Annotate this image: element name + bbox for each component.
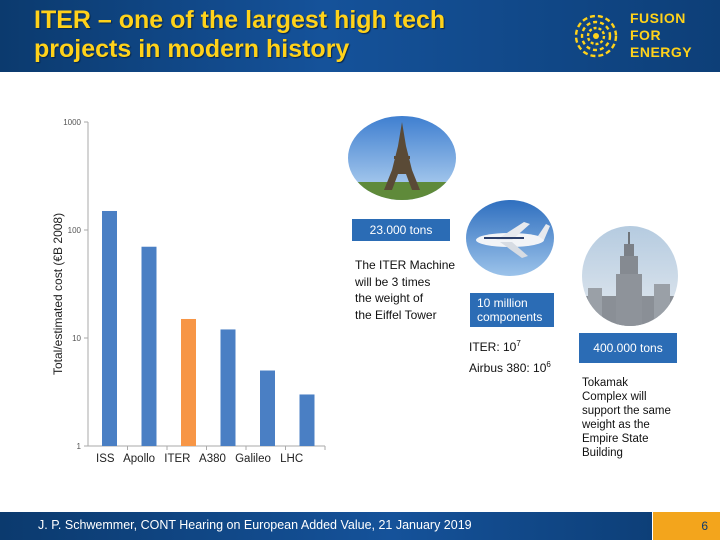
airplane-icon	[466, 200, 554, 276]
eiffel-tons-box: 23.000 tons	[352, 219, 450, 241]
page-number-box: 6	[653, 512, 720, 540]
eiffel-comparison-text: The ITER Machine will be 3 times the wei…	[355, 257, 455, 323]
footer-text: J. P. Schwemmer, CONT Hearing on Europea…	[38, 518, 472, 532]
iter-parts-line: ITER: 107	[469, 335, 551, 356]
eiffel-tower-icon	[348, 116, 456, 200]
bar-iss	[102, 210, 117, 446]
bar-apollo	[141, 246, 157, 446]
slide-title: ITER – one of the largest high tech proj…	[34, 6, 534, 64]
eiffel-text-line2: will be 3 times	[355, 274, 431, 289]
y-axis-label: Total/estimated cost (€B 2008)	[51, 213, 65, 375]
empire-state-photo	[582, 226, 678, 326]
category-label-lhc: LHC	[280, 453, 304, 465]
tokamak-text-line5: Empire State	[582, 433, 649, 445]
airbus-parts-line: Airbus 380: 106	[469, 356, 551, 377]
tokamak-text-line2: Complex will	[582, 391, 647, 403]
y-tick-label: 1000	[63, 118, 81, 127]
footer-bar: J. P. Schwemmer, CONT Hearing on Europea…	[0, 512, 652, 540]
page-number: 6	[701, 519, 708, 533]
category-label-galileo: Galileo	[235, 453, 271, 465]
skyscraper-icon	[582, 226, 678, 326]
slide-title-line2: projects in modern history	[34, 35, 350, 63]
tokamak-text-line1: Tokamak	[582, 377, 629, 389]
components-line2: components	[477, 310, 543, 324]
y-tick-label: 100	[68, 226, 82, 235]
logo-line3: ENERGY	[630, 44, 693, 60]
tokamak-comparison-text: Tokamak Complex will support the same we…	[582, 376, 671, 460]
tokamak-text-line3: support the same	[582, 405, 671, 417]
header-bar: ITER – one of the largest high tech proj…	[0, 0, 720, 72]
bar-lhc	[299, 394, 315, 446]
y-tick-label: 1	[77, 442, 82, 451]
y-axis-label-container: Total/estimated cost (€B 2008)	[48, 120, 68, 390]
parts-count-text: ITER: 107 Airbus 380: 106	[469, 335, 551, 377]
cost-bar-chart: 1000 100 10 1	[63, 118, 326, 451]
empire-tons-box: 400.000 tons	[579, 333, 677, 363]
category-label-iter: ITER	[164, 453, 191, 465]
logo-line1: FUSION	[630, 10, 686, 26]
y-tick-label: 10	[72, 334, 81, 343]
category-label-apollo: Apollo	[123, 453, 156, 465]
eiffel-text-line4: the Eiffel Tower	[355, 307, 437, 322]
fusion-for-energy-logo: FUSION FOR ENERGY	[568, 8, 708, 64]
iter-parts-exponent: 7	[516, 339, 521, 348]
components-box: 10 million components	[470, 293, 554, 327]
airbus-parts-label: Airbus 380: 10	[469, 361, 547, 375]
bar-a380	[220, 329, 236, 446]
logo-text: FUSION FOR ENERGY	[630, 10, 692, 61]
eiffel-text-line3: the weight of	[355, 291, 424, 305]
bar-iter	[181, 318, 196, 446]
category-label-iss: ISS	[96, 453, 115, 465]
airbus-parts-exponent: 6	[546, 360, 551, 369]
eiffel-tons-text: 23.000 tons	[369, 223, 433, 237]
eiffel-text-line1: The ITER Machine	[355, 258, 456, 272]
logo-line2: FOR	[630, 27, 662, 43]
tokamak-text-line4: weight as the	[582, 419, 650, 431]
category-labels: ISS Apollo ITER A380 Galileo LHC	[96, 453, 309, 465]
category-label-a380: A380	[199, 453, 226, 465]
footer: J. P. Schwemmer, CONT Hearing on Europea…	[0, 512, 720, 540]
sunflower-logo-icon	[574, 14, 618, 58]
bar-galileo	[260, 370, 275, 446]
components-line1: 10 million	[477, 296, 528, 310]
eiffel-tower-photo	[348, 116, 456, 200]
slide-title-line1: ITER – one of the largest high tech	[34, 6, 446, 34]
empire-tons-text: 400.000 tons	[593, 341, 663, 355]
airbus-photo	[466, 200, 554, 276]
tokamak-text-line6: Building	[582, 447, 623, 459]
iter-parts-label: ITER: 10	[469, 340, 517, 354]
